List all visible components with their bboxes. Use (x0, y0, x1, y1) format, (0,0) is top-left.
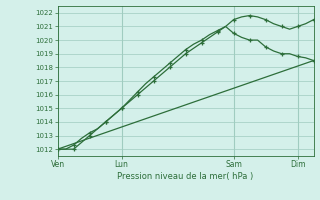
X-axis label: Pression niveau de la mer( hPa ): Pression niveau de la mer( hPa ) (117, 172, 254, 181)
